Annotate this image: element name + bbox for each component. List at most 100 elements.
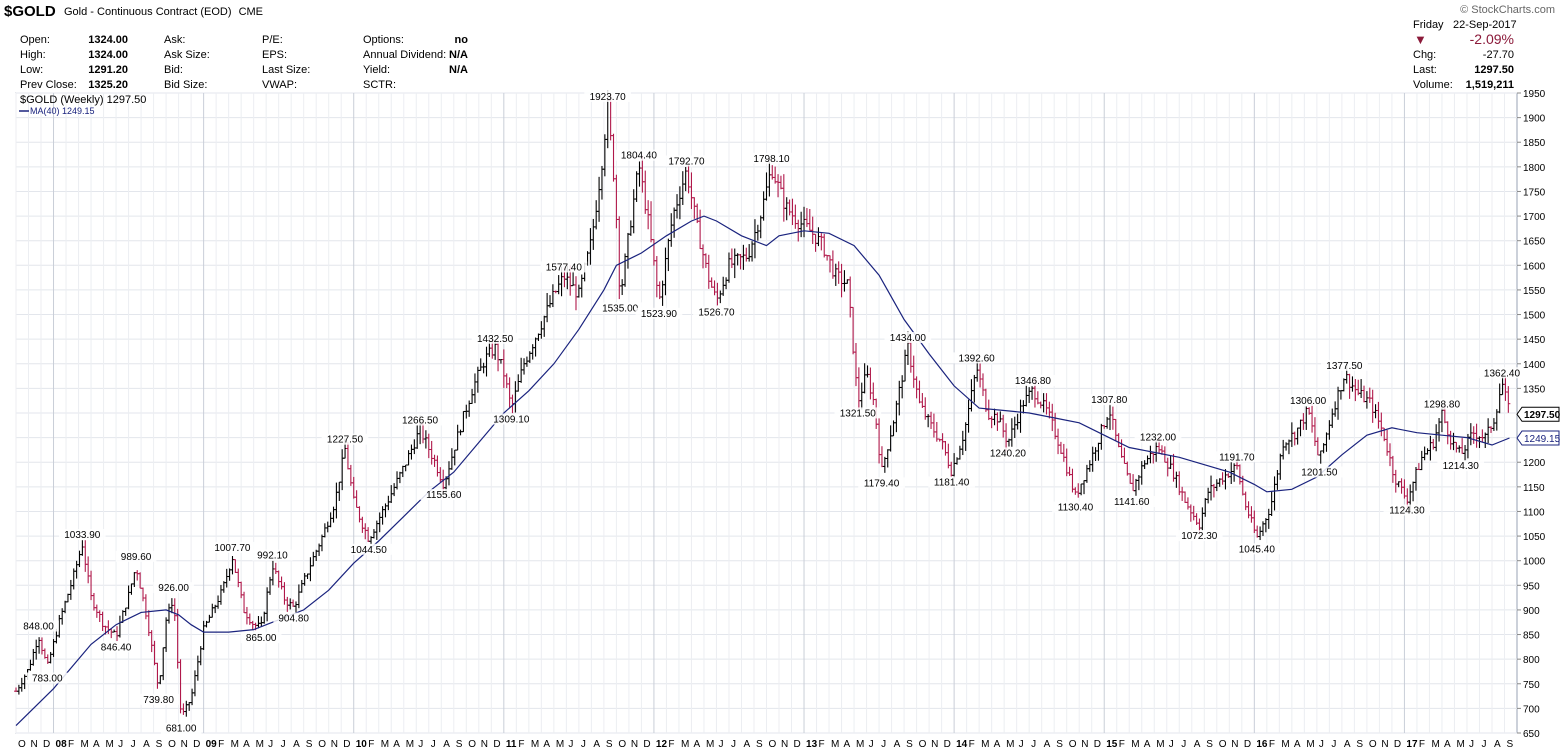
annotation-bg (1418, 398, 1466, 410)
x-tick-label: S (906, 739, 913, 750)
annotation-bg (138, 693, 179, 705)
annotation-label: 1798.10 (753, 154, 790, 165)
y-tick-label: 1600 (1523, 261, 1546, 272)
ma-value-tag: 1249.15 (1524, 434, 1561, 445)
low-value: 1291.20 (88, 64, 128, 76)
annotation-label: 1804.40 (621, 151, 658, 162)
annotation-bg (1175, 530, 1223, 542)
x-tick-label: M (1281, 739, 1289, 750)
annotation-bg (1321, 359, 1368, 371)
annotation-label: 739.80 (143, 695, 174, 706)
exchange-label: CME (238, 6, 264, 18)
annotation-bg (345, 543, 393, 555)
x-tick-label: J (1331, 739, 1336, 750)
x-tick-label: 11 (506, 739, 517, 750)
annotation-label: 1321.50 (840, 408, 877, 419)
annotation-label: 848.00 (23, 622, 54, 633)
x-tick-label: A (593, 739, 600, 750)
last-value: 1297.50 (1474, 64, 1514, 76)
annotation-bg (596, 302, 644, 314)
annotation-label: 1792.70 (668, 156, 705, 167)
chart-header: $GOLD Gold - Continuous Contract (EOD) C… (0, 0, 1565, 92)
options-value: no (454, 34, 468, 46)
annotation-bg (984, 447, 1032, 459)
annotation-label: 1232.00 (1140, 432, 1177, 443)
annotation-label: 846.40 (101, 642, 132, 653)
x-tick-label: M (1006, 739, 1014, 750)
y-tick-label: 1450 (1523, 335, 1546, 346)
x-tick-label: A (1344, 739, 1351, 750)
annotation-label: 1124.30 (1389, 505, 1425, 516)
x-tick-label: O (769, 739, 777, 750)
prev-close-value: 1325.20 (88, 79, 128, 91)
x-tick-label: M (1131, 739, 1139, 750)
annotation-label: 1346.80 (1015, 376, 1052, 387)
x-tick-label: 16 (1256, 739, 1268, 750)
x-tick-label: J (1169, 739, 1174, 750)
annotation-label: 783.00 (32, 674, 63, 685)
x-tick-label: J (418, 739, 423, 750)
ma-value-tag-box (1516, 430, 1560, 446)
x-tick-label: N (331, 739, 338, 750)
x-tick-label: N (1381, 739, 1388, 750)
annotation-label: 1179.40 (864, 478, 900, 489)
annotation-label: 1309.10 (493, 415, 530, 426)
x-tick-label: O (919, 739, 927, 750)
x-tick-label: O (168, 739, 176, 750)
y-tick-label: 1900 (1523, 114, 1546, 125)
x-tick-label: A (1044, 739, 1051, 750)
annotation-bg (584, 90, 631, 102)
x-tick-label: O (1369, 739, 1377, 750)
annotation-label: 1535.00 (602, 303, 639, 314)
vwap-label: VWAP: (262, 79, 298, 91)
y-tick-label: 1350 (1523, 384, 1546, 395)
change-percent: -2.09% (1469, 31, 1514, 47)
annotation-bg (884, 332, 932, 344)
x-tick-label: D (193, 739, 200, 750)
brand-watermark[interactable]: © StockCharts.com (1460, 4, 1555, 16)
y-tick-label: 800 (1523, 655, 1540, 666)
annotation-label: 1526.70 (698, 307, 735, 318)
annotation-label: 992.10 (257, 551, 288, 562)
x-tick-label: F (68, 739, 74, 750)
y-tick-label: 1500 (1523, 311, 1546, 322)
annotation-label: 926.00 (158, 583, 189, 594)
annotation-label: 904.80 (278, 614, 309, 625)
x-tick-label: 14 (956, 739, 968, 750)
x-tick-label: F (969, 739, 975, 750)
annotation-label: 1045.40 (1239, 544, 1276, 555)
yield-value: N/A (449, 64, 468, 76)
volume-value: 1,519,211 (1465, 79, 1514, 91)
annotation-label: 1392.60 (959, 353, 996, 364)
x-tick-label: F (668, 739, 674, 750)
annotation-bg (1437, 460, 1485, 472)
annotation-label: 1072.30 (1181, 531, 1218, 542)
x-tick-label: A (894, 739, 901, 750)
x-tick-label: J (1469, 739, 1474, 750)
date-value: 22-Sep-2017 (1453, 19, 1517, 31)
symbol-title[interactable]: $GOLD (4, 3, 56, 20)
annotation-label: 1007.70 (214, 543, 251, 554)
annotation-label: 1577.40 (546, 262, 583, 273)
annotation-label: 1044.50 (351, 545, 388, 556)
chg-label: Chg: (1413, 49, 1437, 61)
annotation-bg (115, 550, 157, 562)
annotation-bg (1052, 501, 1099, 513)
y-tick-label: 950 (1523, 581, 1540, 592)
x-tick-label: A (443, 739, 450, 750)
y-tick-label: 1950 (1523, 90, 1546, 100)
annotation-bg (693, 306, 740, 318)
annotation-label: 1298.80 (1424, 400, 1461, 411)
y-tick-label: 1400 (1523, 360, 1546, 371)
x-tick-label: N (931, 739, 938, 750)
x-tick-label: M (231, 739, 239, 750)
price-chart[interactable]: 848.00 783.00 1033.90 846.40 989.60 926.00 739… (0, 90, 1565, 754)
annotation-bg (834, 407, 882, 419)
annotation-bg (487, 413, 535, 425)
open-label: Open: (20, 34, 50, 46)
annotation-label: 681.00 (166, 724, 197, 735)
ohlc-bars (14, 90, 1511, 717)
low-label: Low: (20, 64, 44, 76)
x-tick-label: O (618, 739, 626, 750)
gridlines (15, 92, 1517, 734)
